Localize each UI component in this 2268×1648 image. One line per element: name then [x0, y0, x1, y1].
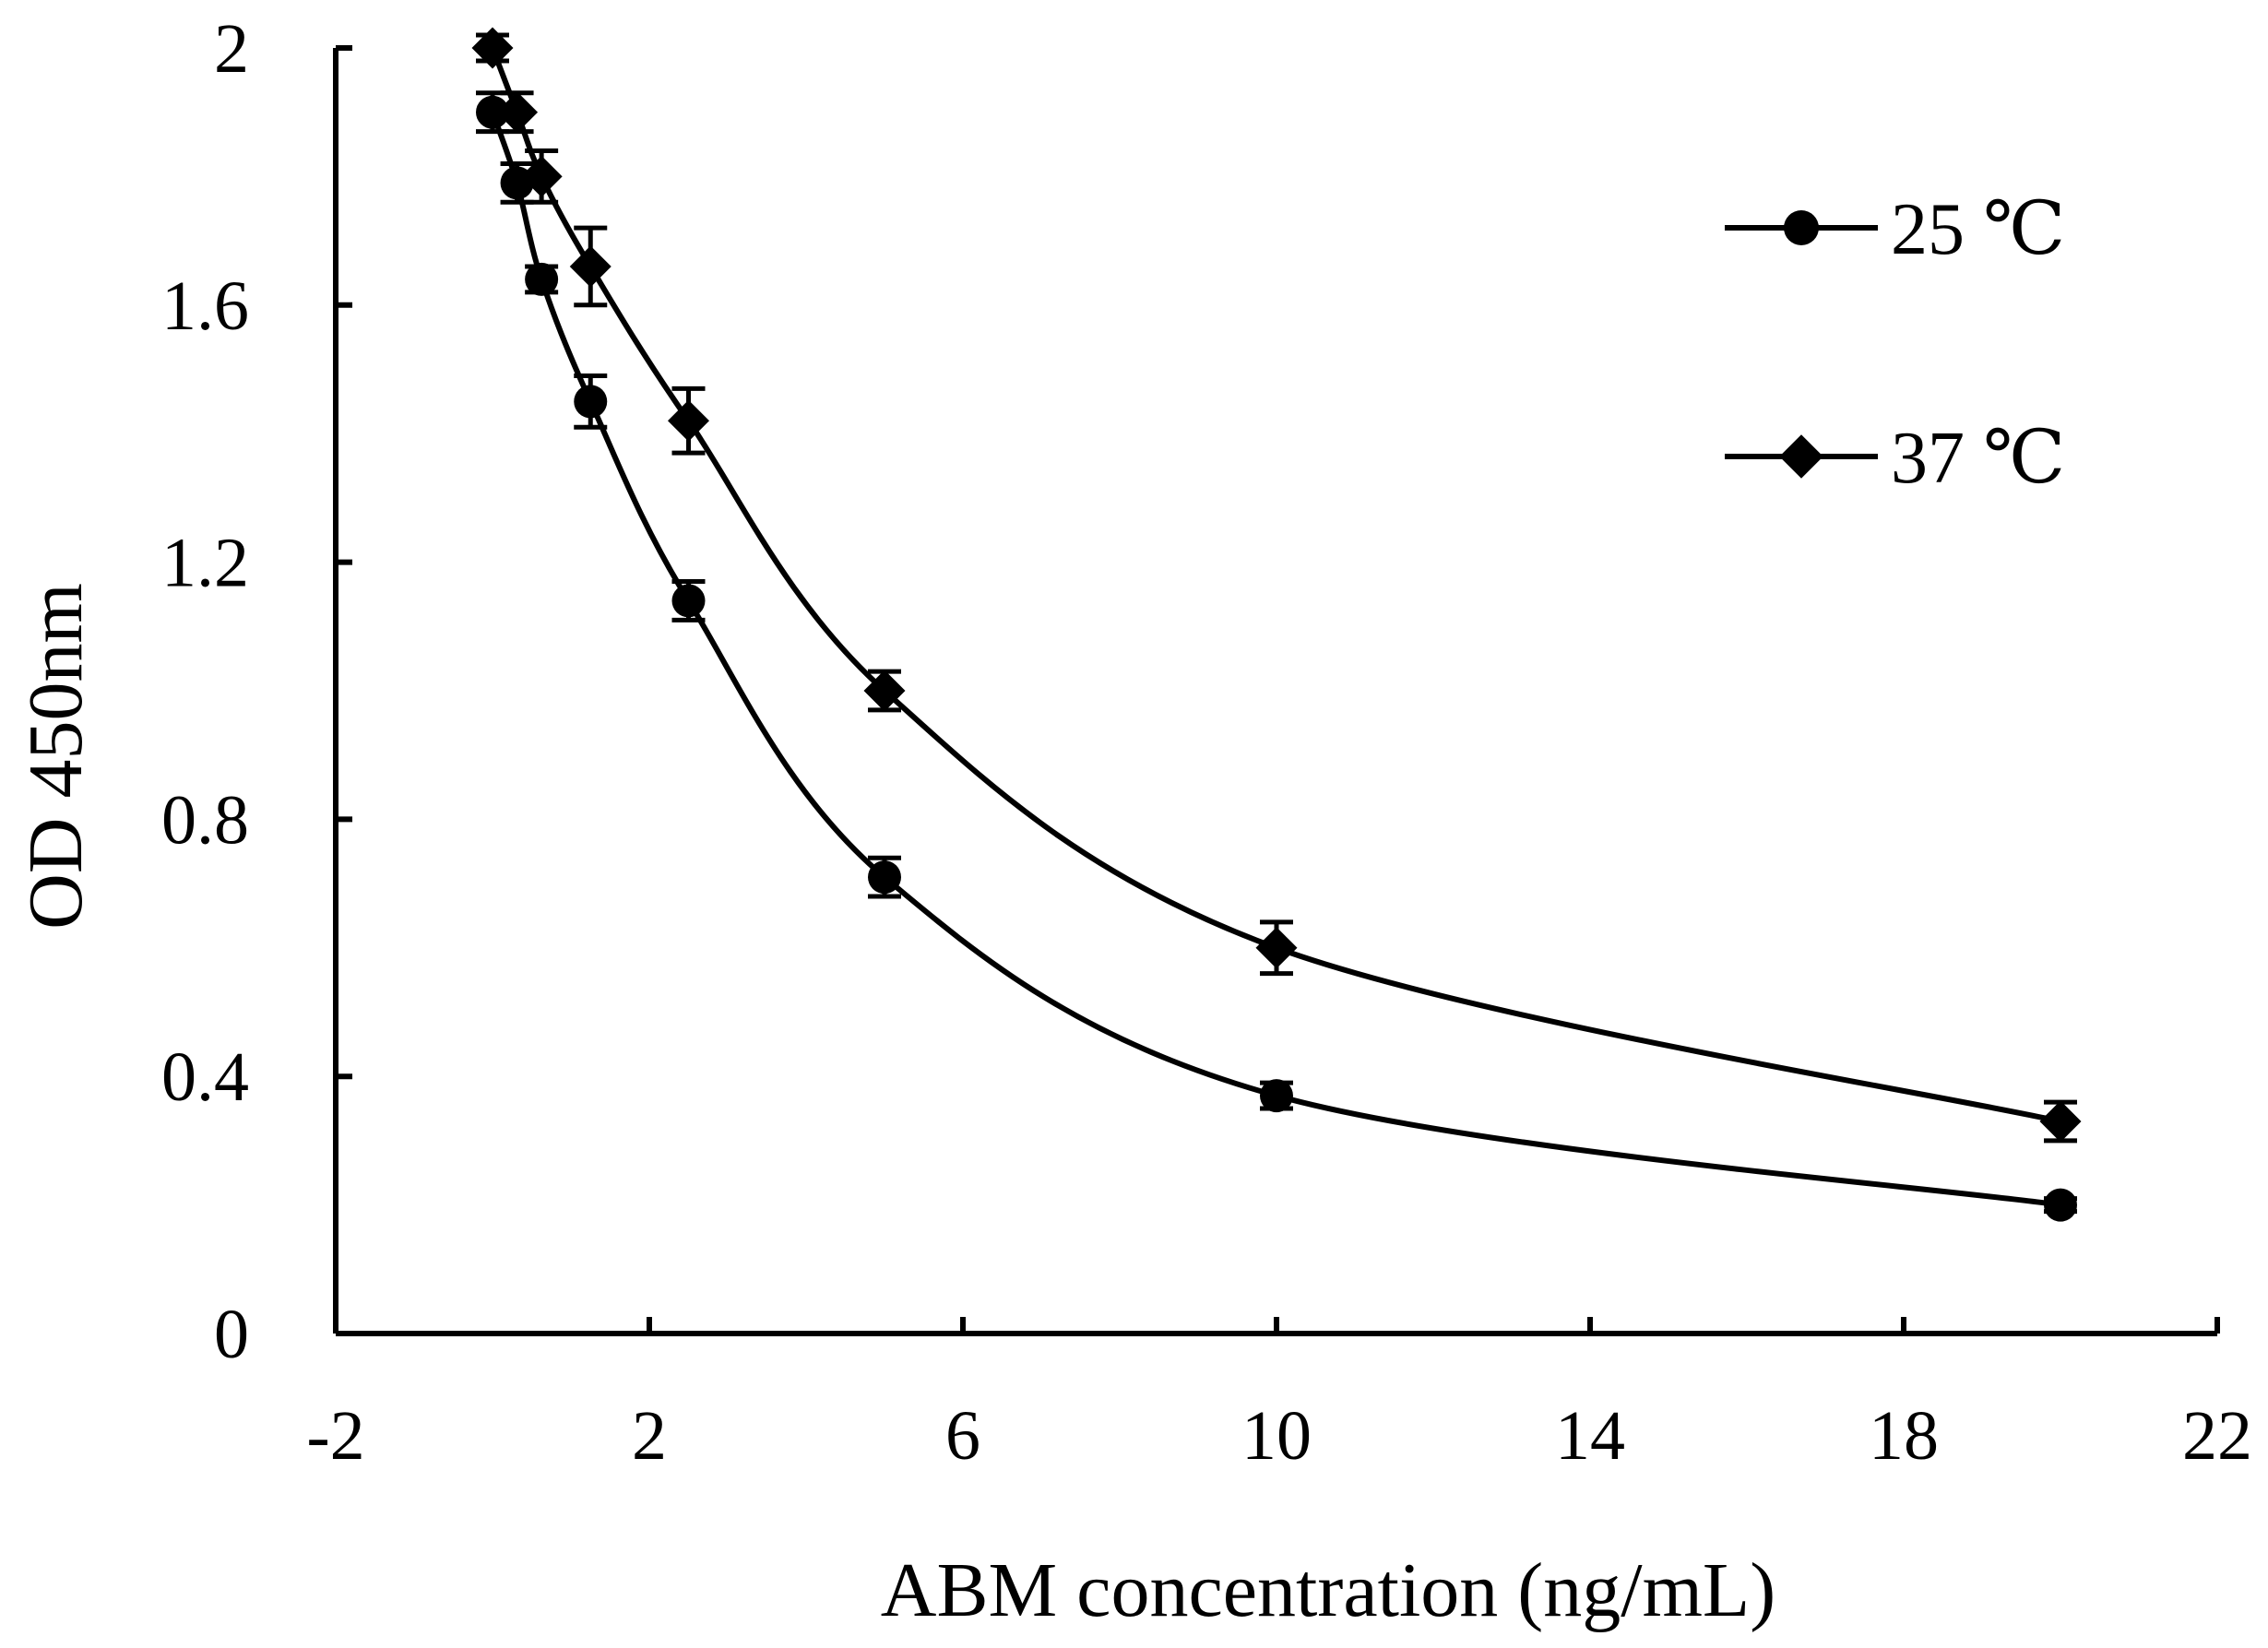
x-tick-label: 22	[2182, 1397, 2252, 1475]
x-tick-label: 10	[1241, 1397, 1312, 1475]
data-point	[2044, 1188, 2077, 1222]
legend-label: 37 ℃	[1891, 418, 2066, 499]
x-tick-label: 2	[632, 1397, 667, 1475]
y-tick-label: 1.6	[161, 267, 249, 345]
data-point	[668, 399, 709, 442]
y-axis-title: OD 450nm	[13, 583, 99, 930]
data-point	[525, 262, 559, 296]
data-point	[496, 91, 539, 134]
series-1	[476, 90, 2077, 1222]
data-point	[520, 155, 563, 197]
series-line	[490, 111, 2061, 1208]
series-layer	[471, 27, 2082, 1222]
y-tick-label: 2	[214, 10, 249, 88]
data-point	[476, 95, 509, 129]
series-2	[471, 27, 2082, 1144]
y-tick-label: 0	[214, 1296, 249, 1373]
data-point	[1255, 927, 1298, 969]
x-tick-label: 6	[945, 1397, 980, 1475]
data-point	[569, 245, 612, 288]
legend-marker	[1779, 434, 1823, 479]
axes: 0 0.4 0.8 1.2 1.6 2 -2 2 6 10 14 18 22	[161, 10, 2252, 1475]
data-point	[868, 860, 901, 895]
x-tick-label: 18	[1869, 1397, 1939, 1475]
data-point	[863, 670, 906, 712]
legend: 25 ℃ 37 ℃	[1725, 189, 2066, 499]
data-point	[574, 385, 608, 419]
legend-label: 25 ℃	[1891, 189, 2066, 270]
legend-item-1: 25 ℃	[1725, 189, 2066, 270]
x-tick-label: 14	[1555, 1397, 1625, 1475]
data-point	[671, 584, 706, 618]
legend-item-2: 37 ℃	[1725, 418, 2066, 499]
x-tick-label: -2	[306, 1397, 364, 1475]
data-point	[1260, 1079, 1293, 1113]
legend-marker	[1784, 210, 1819, 245]
y-tick-label: 0.8	[161, 781, 249, 859]
data-point	[2039, 1100, 2082, 1143]
y-tick-label: 1.2	[161, 525, 249, 602]
data-point	[471, 27, 514, 69]
x-axis-title: ABM concentration (ng/mL)	[881, 1547, 1775, 1633]
y-tick-label: 0.4	[161, 1038, 249, 1116]
